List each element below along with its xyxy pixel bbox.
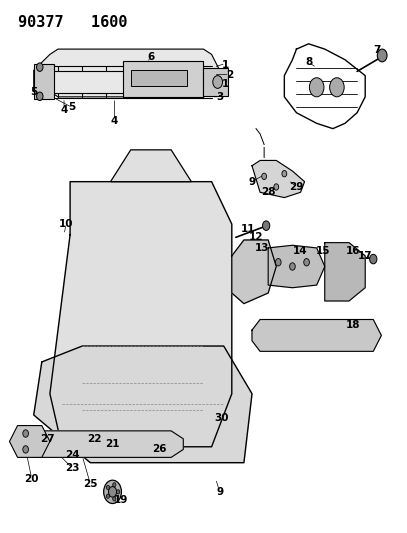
Text: 21: 21 [105, 439, 120, 449]
Text: 10: 10 [59, 219, 73, 229]
Text: 12: 12 [249, 232, 263, 243]
Circle shape [109, 487, 116, 497]
Polygon shape [34, 64, 54, 100]
Text: 22: 22 [87, 434, 102, 444]
Polygon shape [252, 319, 381, 351]
Circle shape [377, 49, 387, 62]
Text: 29: 29 [289, 182, 304, 192]
Circle shape [263, 221, 270, 230]
Polygon shape [325, 243, 365, 301]
Text: 90377   1600: 90377 1600 [18, 14, 127, 30]
Text: 7: 7 [374, 45, 381, 55]
Circle shape [282, 171, 287, 177]
Text: 25: 25 [83, 479, 98, 489]
Text: 20: 20 [24, 474, 39, 483]
Text: 23: 23 [65, 463, 79, 473]
Text: 11: 11 [241, 224, 255, 235]
Polygon shape [34, 346, 252, 463]
Circle shape [106, 494, 109, 498]
Text: 27: 27 [41, 434, 55, 444]
Circle shape [274, 184, 279, 190]
Circle shape [290, 263, 295, 270]
Circle shape [330, 78, 344, 97]
Text: 5: 5 [68, 102, 76, 112]
Polygon shape [268, 245, 325, 288]
Circle shape [262, 173, 267, 180]
Circle shape [106, 486, 109, 490]
Text: 3: 3 [216, 92, 223, 102]
Text: 9: 9 [216, 487, 223, 497]
Text: 19: 19 [114, 495, 128, 505]
Circle shape [213, 76, 223, 88]
Text: 1: 1 [222, 78, 230, 88]
Polygon shape [204, 68, 228, 96]
Polygon shape [22, 431, 183, 457]
Circle shape [113, 497, 116, 501]
Text: 5: 5 [30, 86, 37, 96]
Circle shape [37, 63, 43, 71]
Text: 28: 28 [261, 187, 276, 197]
Text: 15: 15 [315, 246, 330, 256]
Text: 14: 14 [293, 246, 308, 256]
Polygon shape [9, 425, 50, 457]
Text: 13: 13 [255, 243, 269, 253]
Polygon shape [123, 61, 204, 97]
Polygon shape [252, 160, 304, 198]
Bar [131, 70, 187, 86]
Text: 4: 4 [111, 116, 118, 126]
Text: 17: 17 [358, 251, 372, 261]
Circle shape [304, 259, 309, 266]
Text: 16: 16 [346, 246, 360, 256]
Text: 24: 24 [65, 450, 79, 460]
Polygon shape [111, 150, 191, 182]
Text: 26: 26 [152, 445, 166, 455]
Polygon shape [50, 182, 232, 447]
Circle shape [37, 92, 43, 101]
Text: 30: 30 [214, 413, 229, 423]
Circle shape [309, 78, 324, 97]
Circle shape [23, 446, 28, 453]
Polygon shape [34, 49, 220, 97]
Circle shape [104, 480, 121, 504]
Text: 4: 4 [60, 105, 68, 115]
Text: 8: 8 [305, 58, 312, 67]
Circle shape [370, 254, 377, 264]
Text: 2: 2 [226, 70, 233, 79]
Circle shape [276, 259, 281, 266]
Text: 6: 6 [147, 52, 155, 62]
Circle shape [23, 430, 28, 437]
Text: 9: 9 [248, 176, 256, 187]
Text: 1: 1 [222, 60, 230, 70]
Polygon shape [232, 240, 276, 304]
Circle shape [116, 490, 120, 494]
Circle shape [113, 483, 116, 487]
Text: 18: 18 [346, 320, 360, 330]
